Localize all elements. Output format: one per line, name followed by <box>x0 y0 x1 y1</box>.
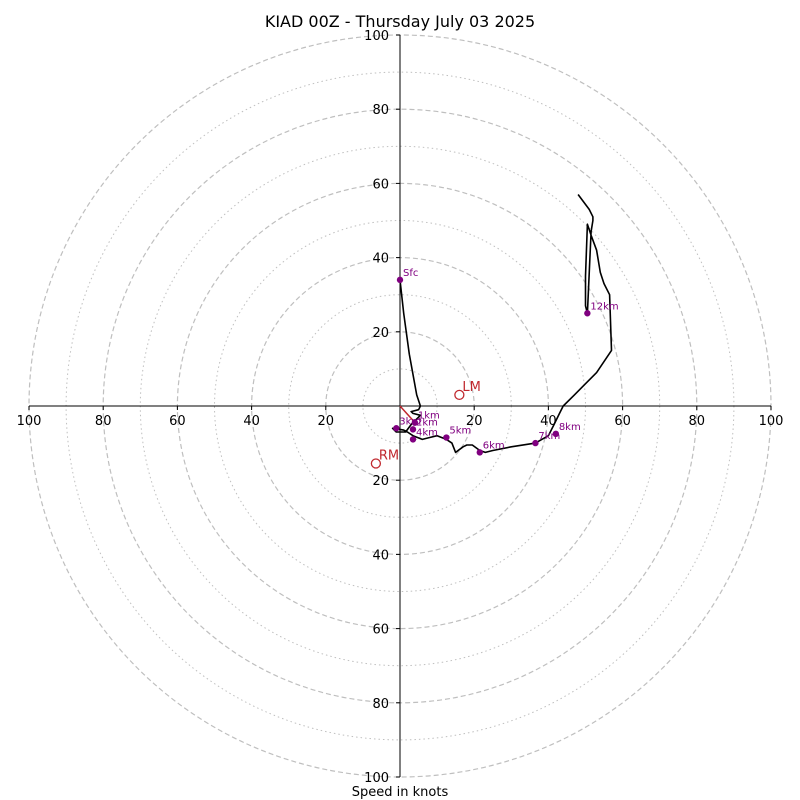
height-marker-8km: 8km <box>552 422 581 438</box>
height-marker-dot <box>409 436 417 443</box>
height-marker-5km: 5km <box>443 426 471 441</box>
tick-label-top: 80 <box>372 103 389 118</box>
tick-label-left: 100 <box>17 414 42 429</box>
tick-label-bottom: 40 <box>372 548 389 563</box>
tick-label-left: 60 <box>169 414 186 429</box>
height-marker-dot <box>584 310 591 317</box>
tick-label-right: 60 <box>614 414 631 429</box>
height-marker-dot <box>476 449 483 456</box>
chart-title: KIAD 00Z - Thursday July 03 2025 <box>265 12 535 31</box>
storm-motion-label: LM <box>462 380 480 395</box>
height-marker-sfc: Sfc <box>396 268 418 284</box>
tick-label-right: 80 <box>689 414 706 429</box>
height-marker-label: Sfc <box>403 268 418 279</box>
height-marker-4km: 4km <box>409 427 438 443</box>
height-marker-dot <box>411 419 419 426</box>
tick-label-bottom: 100 <box>364 771 389 786</box>
tick-label-right: 100 <box>759 414 784 429</box>
height-marker-label: 2km <box>416 417 438 428</box>
tick-label-top: 20 <box>372 326 389 341</box>
height-marker-1km: 1km <box>411 411 440 426</box>
tick-label-left: 80 <box>95 414 112 429</box>
tick-label-bottom: 60 <box>372 623 389 638</box>
height-marker-3km: 3km <box>393 416 421 432</box>
height-marker-label: 1km <box>418 411 440 422</box>
tick-label-top: 60 <box>372 177 389 192</box>
tick-label-right: 40 <box>540 414 557 429</box>
height-marker-label: 5km <box>449 426 471 437</box>
height-marker-label: 6km <box>483 440 505 451</box>
height-marker-12km: 12km <box>584 301 619 317</box>
height-marker-label: 3km <box>399 416 421 427</box>
height-marker-dot <box>443 434 450 441</box>
tick-label-top: 40 <box>372 252 389 267</box>
height-marker-dot <box>409 426 417 433</box>
height-marker-dot <box>393 425 400 432</box>
storm-motion-circle <box>454 389 465 401</box>
x-axis-label: Speed in knots <box>352 785 449 800</box>
height-marker-dot <box>396 276 404 284</box>
height-marker-dot <box>552 430 560 438</box>
tick-label-bottom: 80 <box>372 697 389 712</box>
storm-motion-rm: RM <box>370 449 399 469</box>
tick-labels: 100 80 60 40 20 20 40 60 80 100 20 40 60 80 100 20 40 60 8… <box>17 29 784 786</box>
tick-label-left: 20 <box>318 414 335 429</box>
storm-motion-markers: LM RM <box>370 380 481 469</box>
tick-label-top: 100 <box>364 29 389 44</box>
tick-label-bottom: 20 <box>372 474 389 489</box>
height-marker-label: 4km <box>416 427 438 438</box>
storm-motion-label: RM <box>379 449 399 464</box>
height-marker-2km: 2km <box>409 417 438 433</box>
height-marker-6km: 6km <box>476 440 505 456</box>
height-marker-label: 12km <box>590 301 618 312</box>
tick-label-right: 20 <box>466 414 483 429</box>
height-marker-label: 7km <box>538 431 560 442</box>
tick-label-left: 40 <box>243 414 260 429</box>
height-marker-7km: 7km <box>532 431 560 447</box>
height-marker-label: 8km <box>559 422 581 433</box>
storm-motion-lm: LM <box>454 380 481 401</box>
height-marker-dot <box>532 439 539 447</box>
storm-motion-circle <box>370 458 382 469</box>
